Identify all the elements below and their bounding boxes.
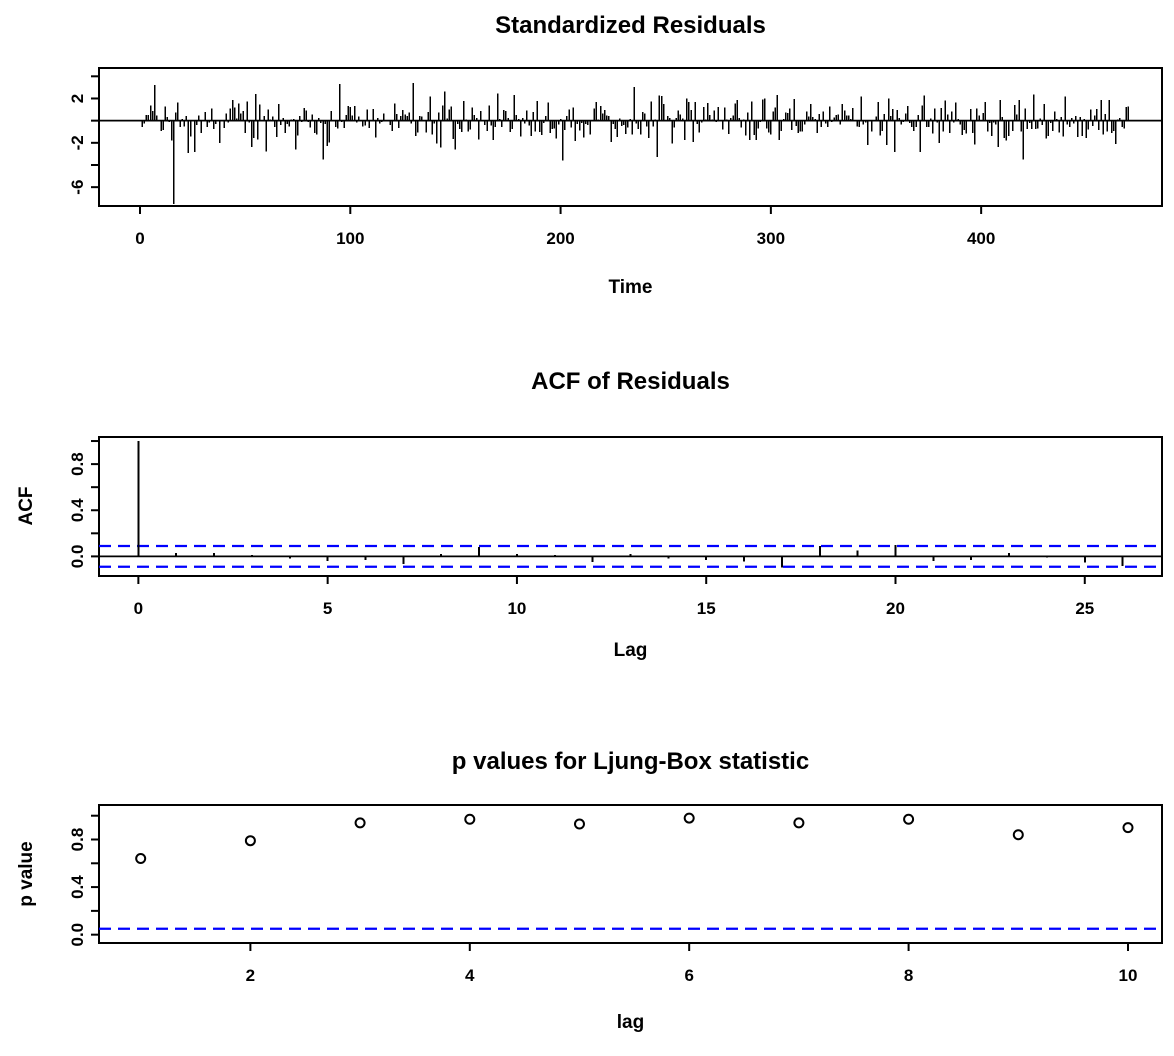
x-tick-label: 10 (507, 599, 526, 618)
p-value-point (1122, 822, 1134, 834)
residual-spikes (141, 83, 1130, 204)
x-tick-label: 6 (684, 966, 693, 985)
panel-standardized-residuals: Standardized Residuals 0 100 200 300 400 -6 -2… (0, 0, 1174, 352)
p-value-point (244, 835, 256, 847)
x-axis-label: Time (608, 277, 653, 298)
x-tick-label: 4 (465, 966, 475, 985)
plot-box (98, 67, 1163, 207)
x-tick-label: 400 (967, 229, 995, 248)
x-tick-label: 25 (1075, 599, 1094, 618)
panel-ljung-box-p-values: p values for Ljung-Box statistic p value… (0, 704, 1174, 1056)
y-tick-label: 0.8 (68, 828, 87, 852)
x-axis-label: Lag (613, 640, 648, 661)
p-value-point (793, 817, 805, 829)
y-tick-label: 0.4 (68, 498, 87, 522)
p-value-point (135, 853, 147, 865)
x-tick-label: 2 (246, 966, 255, 985)
acf-spikes (137, 441, 1124, 568)
residuals-plot: 0 100 200 300 400 -6 -2 2 (68, 67, 1163, 248)
panel-acf-of-residuals: ACF of Residuals ACF 0 5 10 15 20 25 0.0 0.4 0.8… (0, 352, 1174, 704)
p-value-point (683, 812, 695, 824)
chart-title: Standardized Residuals (495, 12, 766, 39)
y-tick-label: -6 (68, 180, 87, 195)
x-tick-label: 200 (546, 229, 574, 248)
p-value-point (903, 813, 915, 825)
plot-box (98, 436, 1163, 577)
y-tick-label: 0.8 (68, 452, 87, 476)
y-tick-label: -2 (68, 135, 87, 150)
y-tick-label: 0.0 (68, 923, 87, 947)
p-value-point (573, 818, 585, 830)
x-tick-label: 0 (134, 599, 143, 618)
acf-plot: 0 5 10 15 20 25 0.0 0.4 0.8 (68, 436, 1163, 618)
x-tick-label: 100 (336, 229, 364, 248)
y-tick-label: 2 (68, 94, 87, 103)
p-value-point (464, 813, 476, 825)
x-tick-label: 300 (757, 229, 785, 248)
y-tick-label: 0.0 (68, 545, 87, 569)
chart-title: ACF of Residuals (531, 368, 730, 395)
x-tick-label: 5 (323, 599, 332, 618)
p-value-point (354, 817, 366, 829)
x-tick-label: 10 (1119, 966, 1138, 985)
x-tick-label: 0 (135, 229, 144, 248)
x-tick-label: 20 (886, 599, 905, 618)
y-tick-label: 0.4 (68, 875, 87, 899)
chart-title: p values for Ljung-Box statistic (451, 748, 810, 775)
x-tick-label: 15 (697, 599, 716, 618)
plot-box (98, 804, 1163, 944)
x-tick-label: 8 (904, 966, 913, 985)
x-axis-label: lag (616, 1012, 645, 1033)
p-value-point (1012, 829, 1024, 841)
p-values-plot: 2 4 6 8 10 0.0 0.4 0.8 (68, 804, 1163, 985)
